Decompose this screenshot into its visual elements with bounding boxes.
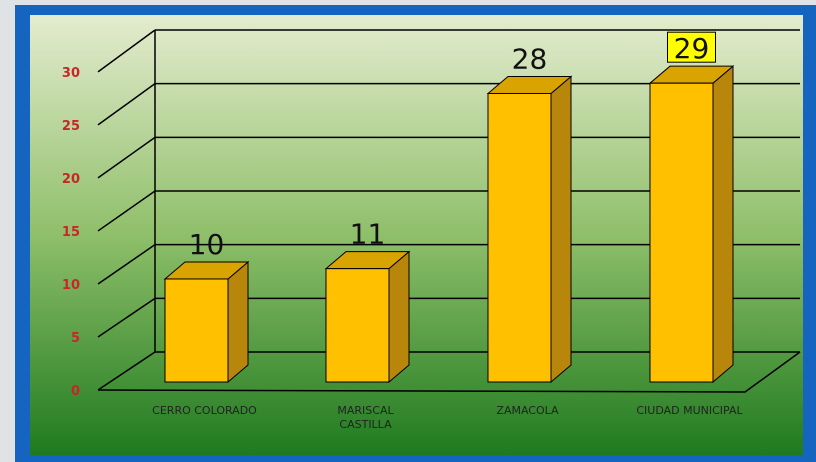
grid-line-side <box>97 244 156 285</box>
floor <box>97 351 801 393</box>
bar-side <box>227 260 249 384</box>
x-tick-label: MARISCAL CASTILLA <box>337 404 394 431</box>
grid-line-side <box>97 297 156 338</box>
grid-line-side <box>97 351 156 391</box>
y-tick-label: 20 <box>62 172 80 187</box>
value-label: 29 <box>674 32 710 65</box>
bar-side <box>712 65 734 384</box>
grid-line-side <box>97 190 156 232</box>
value-label-box <box>667 31 716 63</box>
bar-side <box>550 75 572 384</box>
y-tick-label: 15 <box>62 225 80 240</box>
grid-line-side <box>97 136 156 179</box>
y-tick-label: 25 <box>62 119 80 134</box>
bar-side <box>388 250 410 384</box>
value-label: 10 <box>189 228 225 261</box>
y-tick-label: 5 <box>71 331 80 346</box>
bar <box>487 92 552 383</box>
value-label: 11 <box>350 218 386 251</box>
y-tick-label: 10 <box>62 278 80 293</box>
x-tick-label: ZAMACOLA <box>496 404 559 417</box>
grid-line-side <box>97 29 156 73</box>
y-tick-label: 0 <box>71 384 80 399</box>
y-tick-label: 30 <box>62 66 80 81</box>
bar <box>325 268 390 383</box>
x-tick-label: CERRO COLORADO <box>152 404 257 417</box>
x-tick-label: CIUDAD MUNICIPAL <box>636 404 743 417</box>
bar <box>649 82 714 383</box>
bar <box>164 278 229 383</box>
grid-line-side <box>97 83 156 126</box>
value-label: 28 <box>512 42 548 75</box>
